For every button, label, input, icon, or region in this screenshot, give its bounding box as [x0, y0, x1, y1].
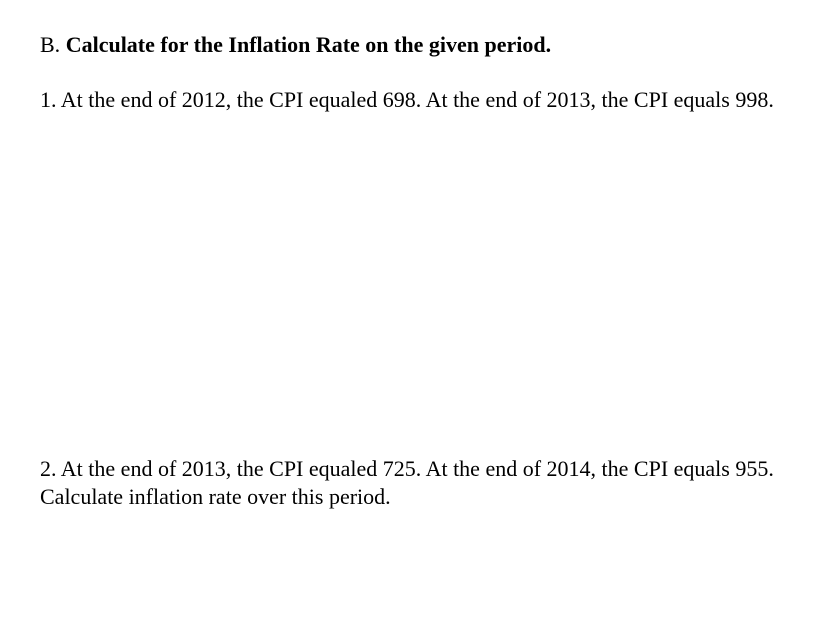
question-2-text: At the end of 2013, the CPI equaled 725.… — [40, 456, 774, 510]
question-1-number: 1. — [40, 87, 57, 112]
question-2-number: 2. — [40, 456, 57, 481]
question-1: 1. At the end of 2012, the CPI equaled 6… — [40, 86, 788, 115]
section-title: Calculate for the Inflation Rate on the … — [66, 32, 551, 57]
section-heading: B. Calculate for the Inflation Rate on t… — [40, 32, 788, 58]
question-2: 2. At the end of 2013, the CPI equaled 7… — [40, 455, 788, 512]
question-1-text: At the end of 2012, the CPI equaled 698.… — [61, 87, 774, 112]
section-label: B. — [40, 32, 60, 57]
